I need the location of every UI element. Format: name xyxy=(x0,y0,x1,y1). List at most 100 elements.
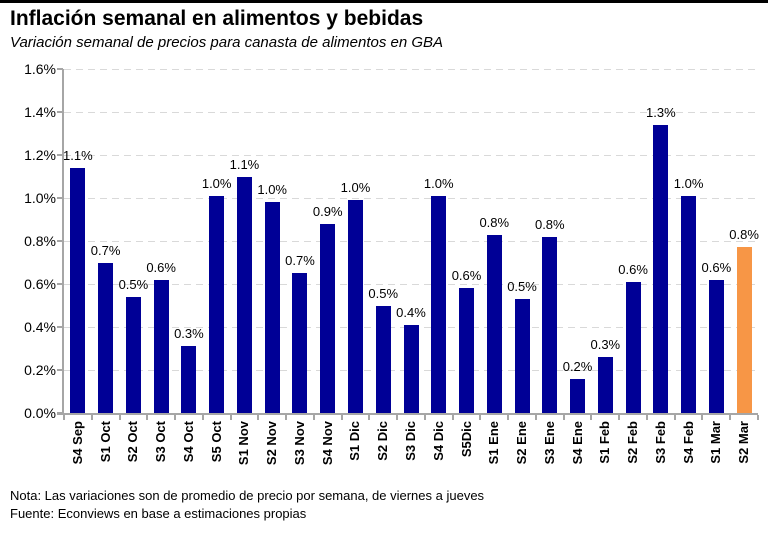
x-axis-label: S3 Nov xyxy=(291,421,307,466)
x-axis-label: S3 Dic xyxy=(403,421,418,461)
x-axis-label: S3 Oct xyxy=(153,421,169,463)
x-axis-tick xyxy=(396,415,399,420)
bar-value-label: 0.8% xyxy=(729,227,759,243)
x-axis-line xyxy=(57,413,758,415)
x-axis-label: S1 Oct xyxy=(97,421,113,463)
y-axis-tick xyxy=(57,369,63,371)
y-axis-label: 1.0% xyxy=(24,190,56,206)
x-axis-tick xyxy=(229,415,232,420)
bar-value-label: 0.6% xyxy=(451,268,482,284)
x-axis-label: S1 Feb xyxy=(597,421,613,464)
y-gridline xyxy=(64,240,758,242)
x-axis-label: S1 Ene xyxy=(486,421,502,465)
x-axis-label: S5Dic xyxy=(458,421,474,458)
bar-value-label: 1.0% xyxy=(201,175,232,191)
bar xyxy=(486,234,502,413)
bar xyxy=(403,324,419,413)
x-axis-label: S4 Nov xyxy=(319,421,335,466)
x-axis-label: S4 Sep xyxy=(69,421,85,465)
x-axis-label: S3 Ene xyxy=(541,421,557,465)
y-axis-tick xyxy=(57,154,63,156)
bar xyxy=(431,195,447,413)
bar xyxy=(542,236,558,413)
bar-value-label: 0.3% xyxy=(590,337,621,353)
y-gridline xyxy=(64,154,758,156)
bar xyxy=(98,262,114,413)
x-axis-tick xyxy=(63,415,65,420)
y-gridline xyxy=(64,68,758,70)
bar xyxy=(459,288,475,413)
bar-value-label: 0.6% xyxy=(618,261,648,277)
bar-value-label: 0.6% xyxy=(701,259,732,275)
x-axis-tick xyxy=(618,415,621,420)
y-gridline xyxy=(64,283,758,285)
bar xyxy=(597,357,613,413)
x-axis-tick xyxy=(90,415,93,420)
y-axis-tick xyxy=(57,197,63,199)
x-axis-label: S2 Mar xyxy=(736,421,752,464)
y-axis-tick xyxy=(57,326,63,328)
y-axis-tick xyxy=(57,68,63,70)
x-axis-tick xyxy=(146,415,149,420)
x-axis-tick xyxy=(562,415,565,420)
bar-value-label: 0.5% xyxy=(368,285,399,301)
y-gridline xyxy=(64,111,758,113)
x-axis-tick xyxy=(340,415,343,420)
x-axis-tick xyxy=(423,415,426,420)
x-axis-tick xyxy=(673,415,676,420)
bar xyxy=(320,223,336,413)
x-axis-label: S1 Nov xyxy=(236,421,252,466)
y-axis-label: 1.2% xyxy=(24,147,56,163)
x-axis-label: S2 Nov xyxy=(264,421,280,466)
x-axis-tick xyxy=(312,415,315,420)
x-axis-label: S3 Feb xyxy=(652,421,668,464)
bar-value-label: 0.9% xyxy=(312,203,343,219)
y-axis-line xyxy=(62,69,64,413)
bar xyxy=(514,299,530,413)
x-axis-label: S1 Dic xyxy=(347,421,363,461)
y-axis-label: 0.6% xyxy=(24,276,56,292)
x-axis-tick xyxy=(701,415,704,420)
x-axis-label: S4 Oct xyxy=(180,421,196,463)
x-axis-label: S2 Oct xyxy=(125,421,141,463)
y-axis-tick xyxy=(57,240,63,242)
bar-value-label: 1.0% xyxy=(340,180,371,196)
bar-value-label: 1.1% xyxy=(63,147,93,163)
bar-value-label: 1.0% xyxy=(423,175,454,191)
bar-chart-plot-area: 0.0% 0.2% 0.4% 0.6% 0.8% 1.0% 1.2% 1.4% 1.6% 1.1%… xyxy=(0,3,768,535)
x-axis-label: S4 Ene xyxy=(569,421,585,465)
bar xyxy=(153,279,169,413)
x-axis-label: S4 Feb xyxy=(680,421,696,464)
bar xyxy=(347,200,363,413)
x-axis-label: S2 Dic xyxy=(375,421,391,461)
chart-title: Inflación semanal en alimentos y bebidas xyxy=(10,7,424,30)
bar xyxy=(209,195,225,413)
bar xyxy=(70,167,86,413)
y-axis-tick xyxy=(57,111,63,113)
bar-value-label: 0.4% xyxy=(396,304,426,320)
bar xyxy=(708,279,724,413)
x-axis-tick xyxy=(479,415,482,420)
bar xyxy=(236,176,252,413)
x-axis-tick xyxy=(285,415,288,420)
x-axis-label: S1 Mar xyxy=(708,421,724,464)
bar xyxy=(292,273,308,413)
x-axis-tick xyxy=(729,415,732,420)
x-axis-label: S5 Oct xyxy=(208,421,224,463)
bar-value-label: 0.8% xyxy=(479,214,510,230)
bar-value-label: 1.1% xyxy=(229,156,260,172)
bar-value-label: 0.7% xyxy=(285,253,315,269)
y-axis-tick xyxy=(57,283,63,285)
x-axis-tick xyxy=(118,415,121,420)
y-axis-label: 1.6% xyxy=(24,61,56,77)
bar xyxy=(570,378,586,413)
y-axis-label: 0.4% xyxy=(24,319,56,335)
x-axis-label: S2 Ene xyxy=(514,421,530,465)
bar-value-label: 1.0% xyxy=(673,175,704,191)
x-axis-tick xyxy=(451,415,454,420)
bar-value-label: 0.8% xyxy=(534,216,565,232)
bar xyxy=(264,202,280,413)
chart-note: Nota: Las variaciones son de promedio de… xyxy=(10,488,485,503)
bar xyxy=(375,305,391,413)
